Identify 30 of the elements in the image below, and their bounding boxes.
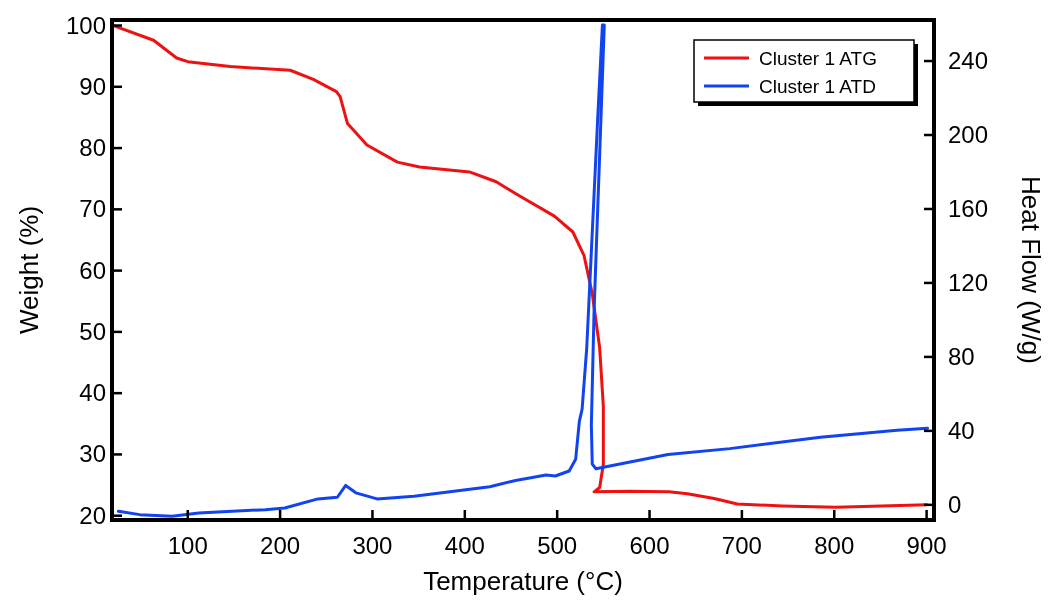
y2-tick-label: 40 [948,416,975,444]
y-tick-label: 60 [79,256,106,284]
y-axis-title: Weight (%) [14,205,44,335]
y2-tick-label: 0 [948,490,962,518]
x-tick-label: 900 [906,532,947,559]
y-tick-label: 80 [79,134,106,162]
y2-axis-title: Heat Flow (W/g) [1016,176,1046,364]
x-tick-label: 400 [444,532,485,559]
x-tick-label: 500 [537,532,578,559]
x-tick-label: 700 [721,532,762,559]
x-tick-label: 100 [167,532,208,559]
y2-tick-label: 80 [948,342,975,370]
y2-tick-label: 240 [948,47,989,75]
x-tick-label: 200 [260,532,301,559]
x-tick-label: 800 [814,532,855,559]
y2-tick-label: 120 [948,268,989,296]
y-tick-label: 70 [79,195,106,223]
x-tick-label: 600 [629,532,670,559]
legend-label: Cluster 1 ATD [759,76,876,97]
y2-tick-label: 160 [948,194,989,222]
x-axis-title: Temperature (°C) [423,566,623,596]
y-tick-label: 100 [65,11,106,39]
y2-tick-label: 200 [948,121,989,149]
x-tick-label: 300 [352,532,393,559]
y-tick-label: 90 [79,72,106,100]
legend-label: Cluster 1 ATG [759,48,877,69]
y-tick-label: 20 [79,501,106,529]
y-tick-label: 50 [79,317,106,345]
y-tick-label: 40 [79,379,106,407]
y-tick-label: 30 [79,440,106,468]
